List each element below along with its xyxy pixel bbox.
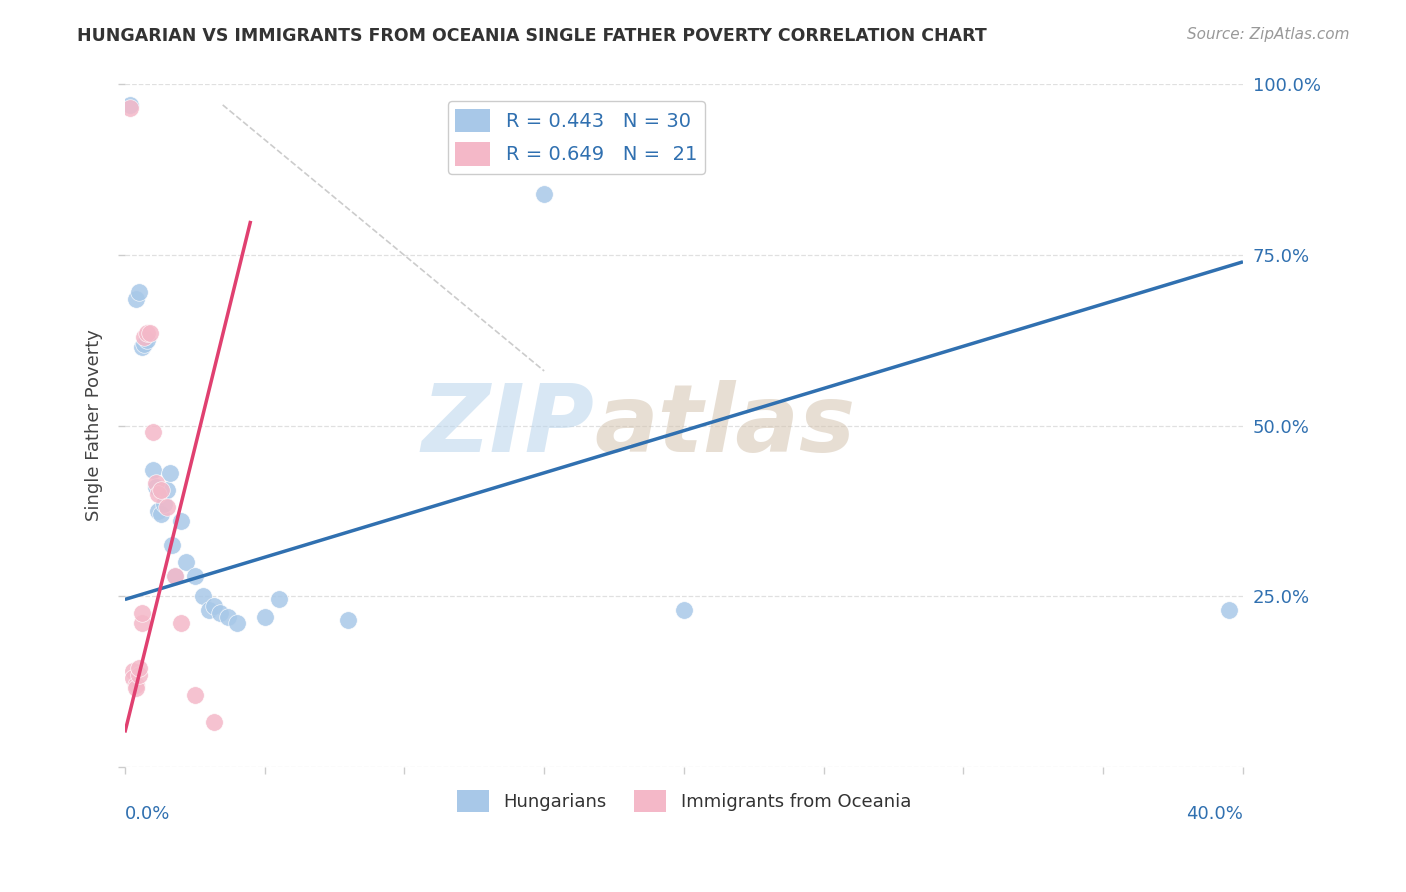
Point: [131, 340, 153, 354]
Point: [1218, 603, 1240, 617]
Point: [120, 101, 142, 115]
Legend: Hungarians, Immigrants from Oceania: Hungarians, Immigrants from Oceania: [450, 782, 918, 819]
Point: [128, 661, 150, 675]
Text: 40.0%: 40.0%: [1187, 805, 1243, 823]
Point: [170, 616, 193, 631]
Point: [148, 487, 170, 501]
Point: [197, 603, 219, 617]
Point: [267, 592, 290, 607]
Point: [202, 715, 225, 730]
Text: HUNGARIAN VS IMMIGRANTS FROM OCEANIA SINGLE FATHER POVERTY CORRELATION CHART: HUNGARIAN VS IMMIGRANTS FROM OCEANIA SIN…: [77, 27, 987, 45]
Point: [145, 476, 167, 491]
Point: [148, 504, 170, 518]
Point: [672, 603, 695, 617]
Point: [125, 678, 148, 692]
Point: [225, 616, 247, 631]
Point: [153, 497, 176, 511]
Point: [120, 98, 142, 112]
Point: [128, 667, 150, 681]
Point: [156, 500, 179, 515]
Point: [136, 333, 159, 347]
Point: [217, 609, 239, 624]
Point: [533, 186, 555, 201]
Point: [202, 599, 225, 614]
Point: [134, 336, 156, 351]
Point: [156, 483, 179, 498]
Point: [337, 613, 360, 627]
Point: [122, 671, 145, 685]
Point: [131, 606, 153, 620]
Point: [170, 514, 193, 528]
Point: [125, 681, 148, 695]
Point: [131, 616, 153, 631]
Point: [159, 467, 181, 481]
Point: [134, 330, 156, 344]
Point: [191, 589, 214, 603]
Point: [142, 463, 165, 477]
Text: ZIP: ZIP: [422, 379, 595, 472]
Text: atlas: atlas: [595, 379, 856, 472]
Point: [165, 568, 187, 582]
Point: [150, 507, 173, 521]
Point: [122, 664, 145, 678]
Point: [125, 293, 148, 307]
Point: [253, 609, 276, 624]
Point: [184, 688, 207, 702]
Point: [165, 568, 187, 582]
Point: [162, 538, 184, 552]
Point: [128, 285, 150, 300]
Point: [142, 425, 165, 440]
Point: [145, 480, 167, 494]
Point: [184, 568, 207, 582]
Point: [150, 483, 173, 498]
Text: 0.0%: 0.0%: [125, 805, 170, 823]
Point: [136, 326, 159, 341]
Y-axis label: Single Father Poverty: Single Father Poverty: [86, 329, 103, 522]
Point: [139, 326, 162, 341]
Point: [176, 555, 198, 569]
Text: Source: ZipAtlas.com: Source: ZipAtlas.com: [1187, 27, 1350, 42]
Point: [208, 606, 231, 620]
